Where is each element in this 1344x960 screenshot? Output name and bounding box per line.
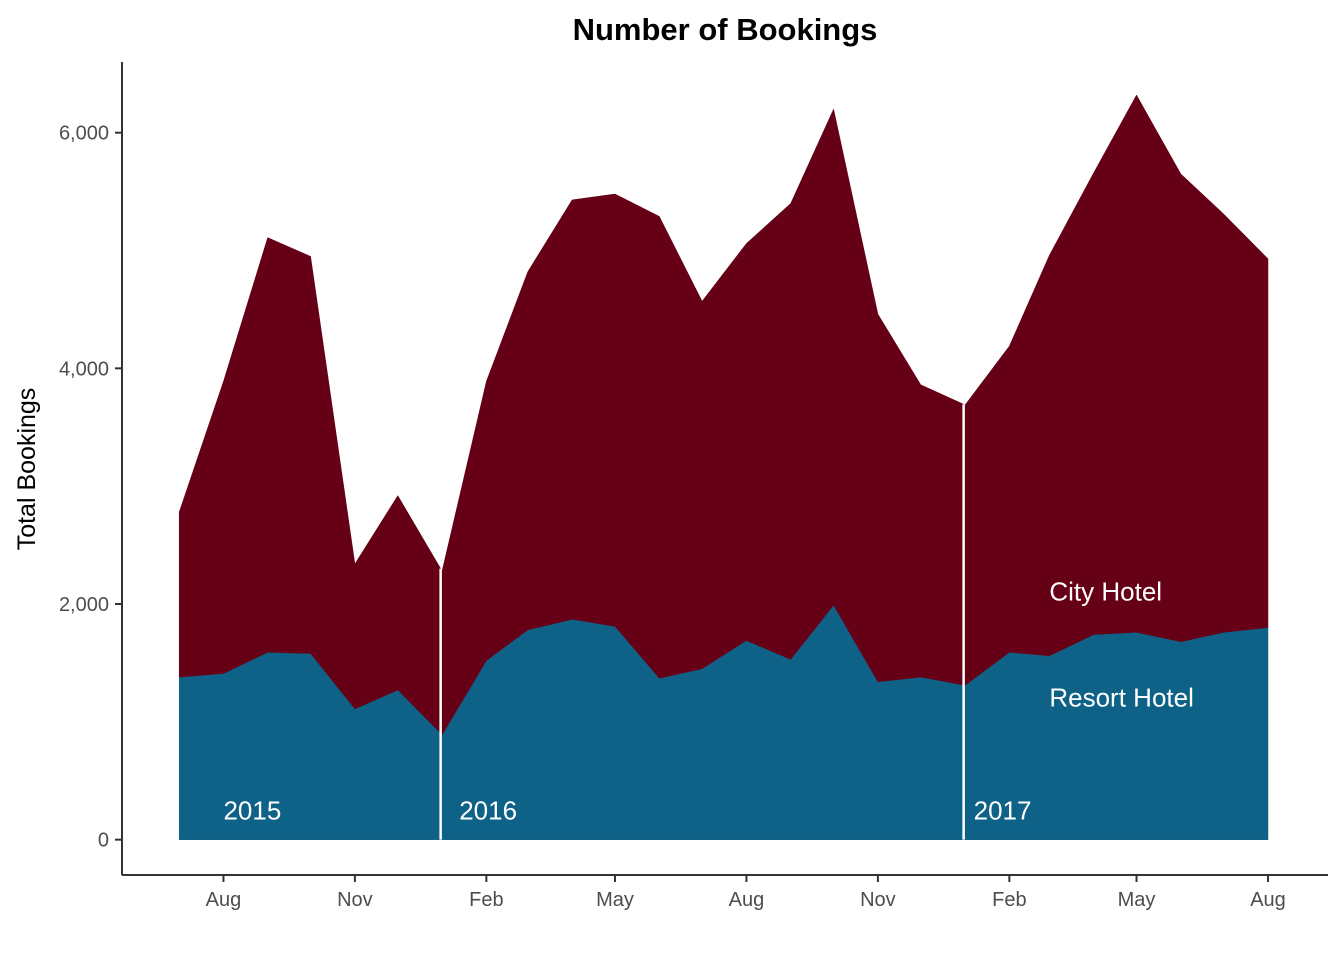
x-tick-label: May [596, 889, 634, 911]
series-label-city-hotel: City Hotel [1049, 576, 1162, 606]
x-tick-label: Feb [469, 889, 503, 911]
y-tick-label: 0 [98, 830, 109, 852]
x-tick-label: May [1118, 889, 1156, 911]
chart-title: Number of Bookings [573, 12, 878, 47]
x-tick-label: Aug [729, 889, 765, 911]
year-dividers [439, 404, 965, 840]
y-tick-label: 4,000 [59, 358, 109, 380]
x-tick-label: Nov [860, 889, 896, 911]
axes: 0 2,000 4,000 6,000 Aug Nov Feb May Aug Nov Feb May… [59, 62, 1328, 911]
annotations: 2015 2016 2017 City Hotel Resort Hotel [223, 576, 1193, 825]
year-label-2015: 2015 [223, 796, 281, 826]
year-label-2017: 2017 [974, 796, 1032, 826]
areas-layer [178, 94, 1269, 840]
y-axis-title: Total Bookings [13, 388, 41, 551]
y-tick-label: 2,000 [59, 594, 109, 616]
series-label-resort-hotel: Resort Hotel [1049, 683, 1194, 713]
x-tick-label: Nov [337, 889, 373, 911]
y-tick-label: 6,000 [59, 123, 109, 145]
x-tick-label: Aug [206, 889, 242, 911]
x-tick-label: Aug [1250, 889, 1286, 911]
area-city-hotel [178, 94, 1269, 736]
year-label-2016: 2016 [459, 796, 517, 826]
x-tick-label: Feb [992, 889, 1026, 911]
